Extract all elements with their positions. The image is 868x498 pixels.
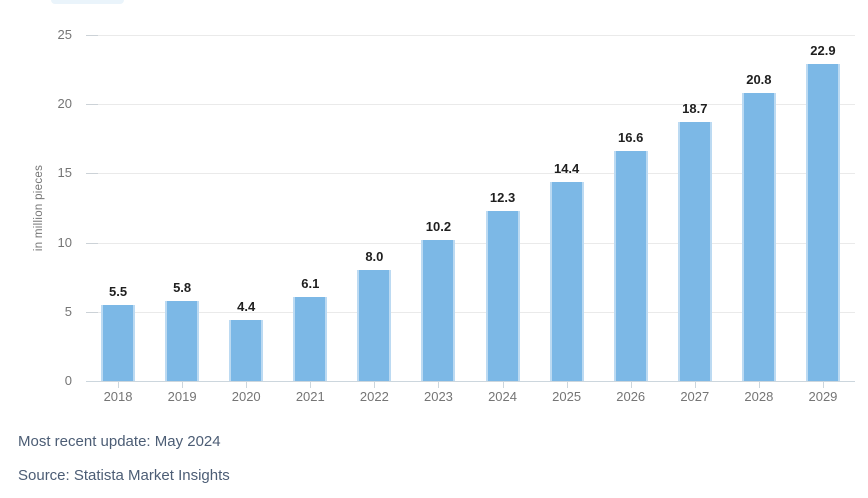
bar-value-label: 20.8: [746, 72, 772, 88]
y-tick-label: 10: [57, 234, 72, 250]
bar-value-label: 5.8: [173, 279, 192, 295]
bar-2022[interactable]: [357, 270, 392, 381]
y-axis-tick: [86, 311, 98, 313]
bar-value-label: 10.2: [425, 218, 452, 234]
y-axis-tick: [86, 242, 98, 244]
x-axis-tick: [694, 382, 696, 388]
x-tick-label-2023: 2023: [423, 389, 453, 404]
x-axis-tick: [246, 382, 248, 388]
x-axis-tick: [630, 382, 632, 388]
y-tick-label: 5: [64, 303, 72, 319]
y-tick-label: 15: [57, 165, 72, 181]
x-axis-tick: [502, 382, 504, 388]
gridline: [86, 35, 855, 36]
x-axis-tick: [118, 382, 120, 388]
x-axis-baseline: [86, 381, 855, 382]
source-note: Source: Statista Market Insights: [18, 467, 230, 484]
y-axis-tick: [86, 35, 98, 36]
bar-2023[interactable]: [421, 239, 456, 381]
x-tick-label-2028: 2028: [744, 389, 774, 404]
x-axis-tick: [374, 382, 376, 388]
bar-value-label: 12.3: [489, 189, 516, 205]
bar-2018[interactable]: [101, 304, 136, 381]
x-tick-label-2029: 2029: [808, 389, 838, 404]
y-tick-label: 20: [57, 96, 72, 112]
x-axis-tick: [438, 382, 440, 388]
bar-value-label: 6.1: [301, 275, 320, 291]
y-axis-tick: [86, 173, 98, 175]
bar-2019[interactable]: [165, 300, 200, 381]
last-update-note: Most recent update: May 2024: [18, 433, 221, 450]
bar-value-label: 22.9: [810, 43, 836, 59]
gridline: [86, 311, 855, 313]
bar-2025[interactable]: [549, 181, 584, 381]
x-tick-label-2018: 2018: [103, 389, 133, 404]
gridline: [86, 242, 855, 244]
x-tick-label-2020: 2020: [231, 389, 261, 404]
bar-2029[interactable]: [805, 64, 840, 381]
x-tick-label-2019: 2019: [167, 389, 197, 404]
bar-2028[interactable]: [741, 93, 776, 381]
x-axis-tick: [758, 382, 760, 388]
x-tick-label-2025: 2025: [552, 389, 582, 404]
x-tick-label-2026: 2026: [616, 389, 646, 404]
bar-2021[interactable]: [293, 296, 328, 381]
bar-chart: in million pieces 0 5 10 15 20 25 5.5 2018 5.8 2…: [33, 27, 855, 404]
bar-value-label: 4.4: [237, 299, 256, 315]
bar-2024[interactable]: [485, 210, 520, 381]
bar-2020[interactable]: [229, 320, 264, 381]
x-axis-tick: [566, 382, 568, 388]
bar-value-label: 18.7: [682, 101, 708, 117]
x-axis-tick: [182, 382, 184, 388]
x-axis-tick: [822, 382, 824, 388]
bar-2027[interactable]: [677, 122, 712, 381]
y-axis-title: in million pieces: [33, 164, 45, 252]
y-axis-tick: [86, 104, 98, 106]
bar-value-label: 5.5: [108, 283, 128, 299]
x-axis-tick: [310, 382, 312, 388]
x-tick-label-2022: 2022: [359, 389, 389, 404]
y-tick-label: 0: [64, 373, 72, 388]
x-tick-label-2021: 2021: [295, 389, 325, 404]
y-tick-label: 25: [57, 27, 72, 42]
x-tick-label-2027: 2027: [680, 389, 710, 404]
bar-2026[interactable]: [613, 151, 648, 381]
cropped-top-element: [51, 0, 124, 4]
gridline: [86, 104, 855, 106]
bar-value-label: 8.0: [365, 249, 384, 265]
x-tick-label-2024: 2024: [488, 389, 517, 404]
bar-value-label: 14.4: [553, 160, 580, 176]
gridline: [86, 173, 855, 175]
bar-value-label: 16.6: [618, 130, 644, 146]
